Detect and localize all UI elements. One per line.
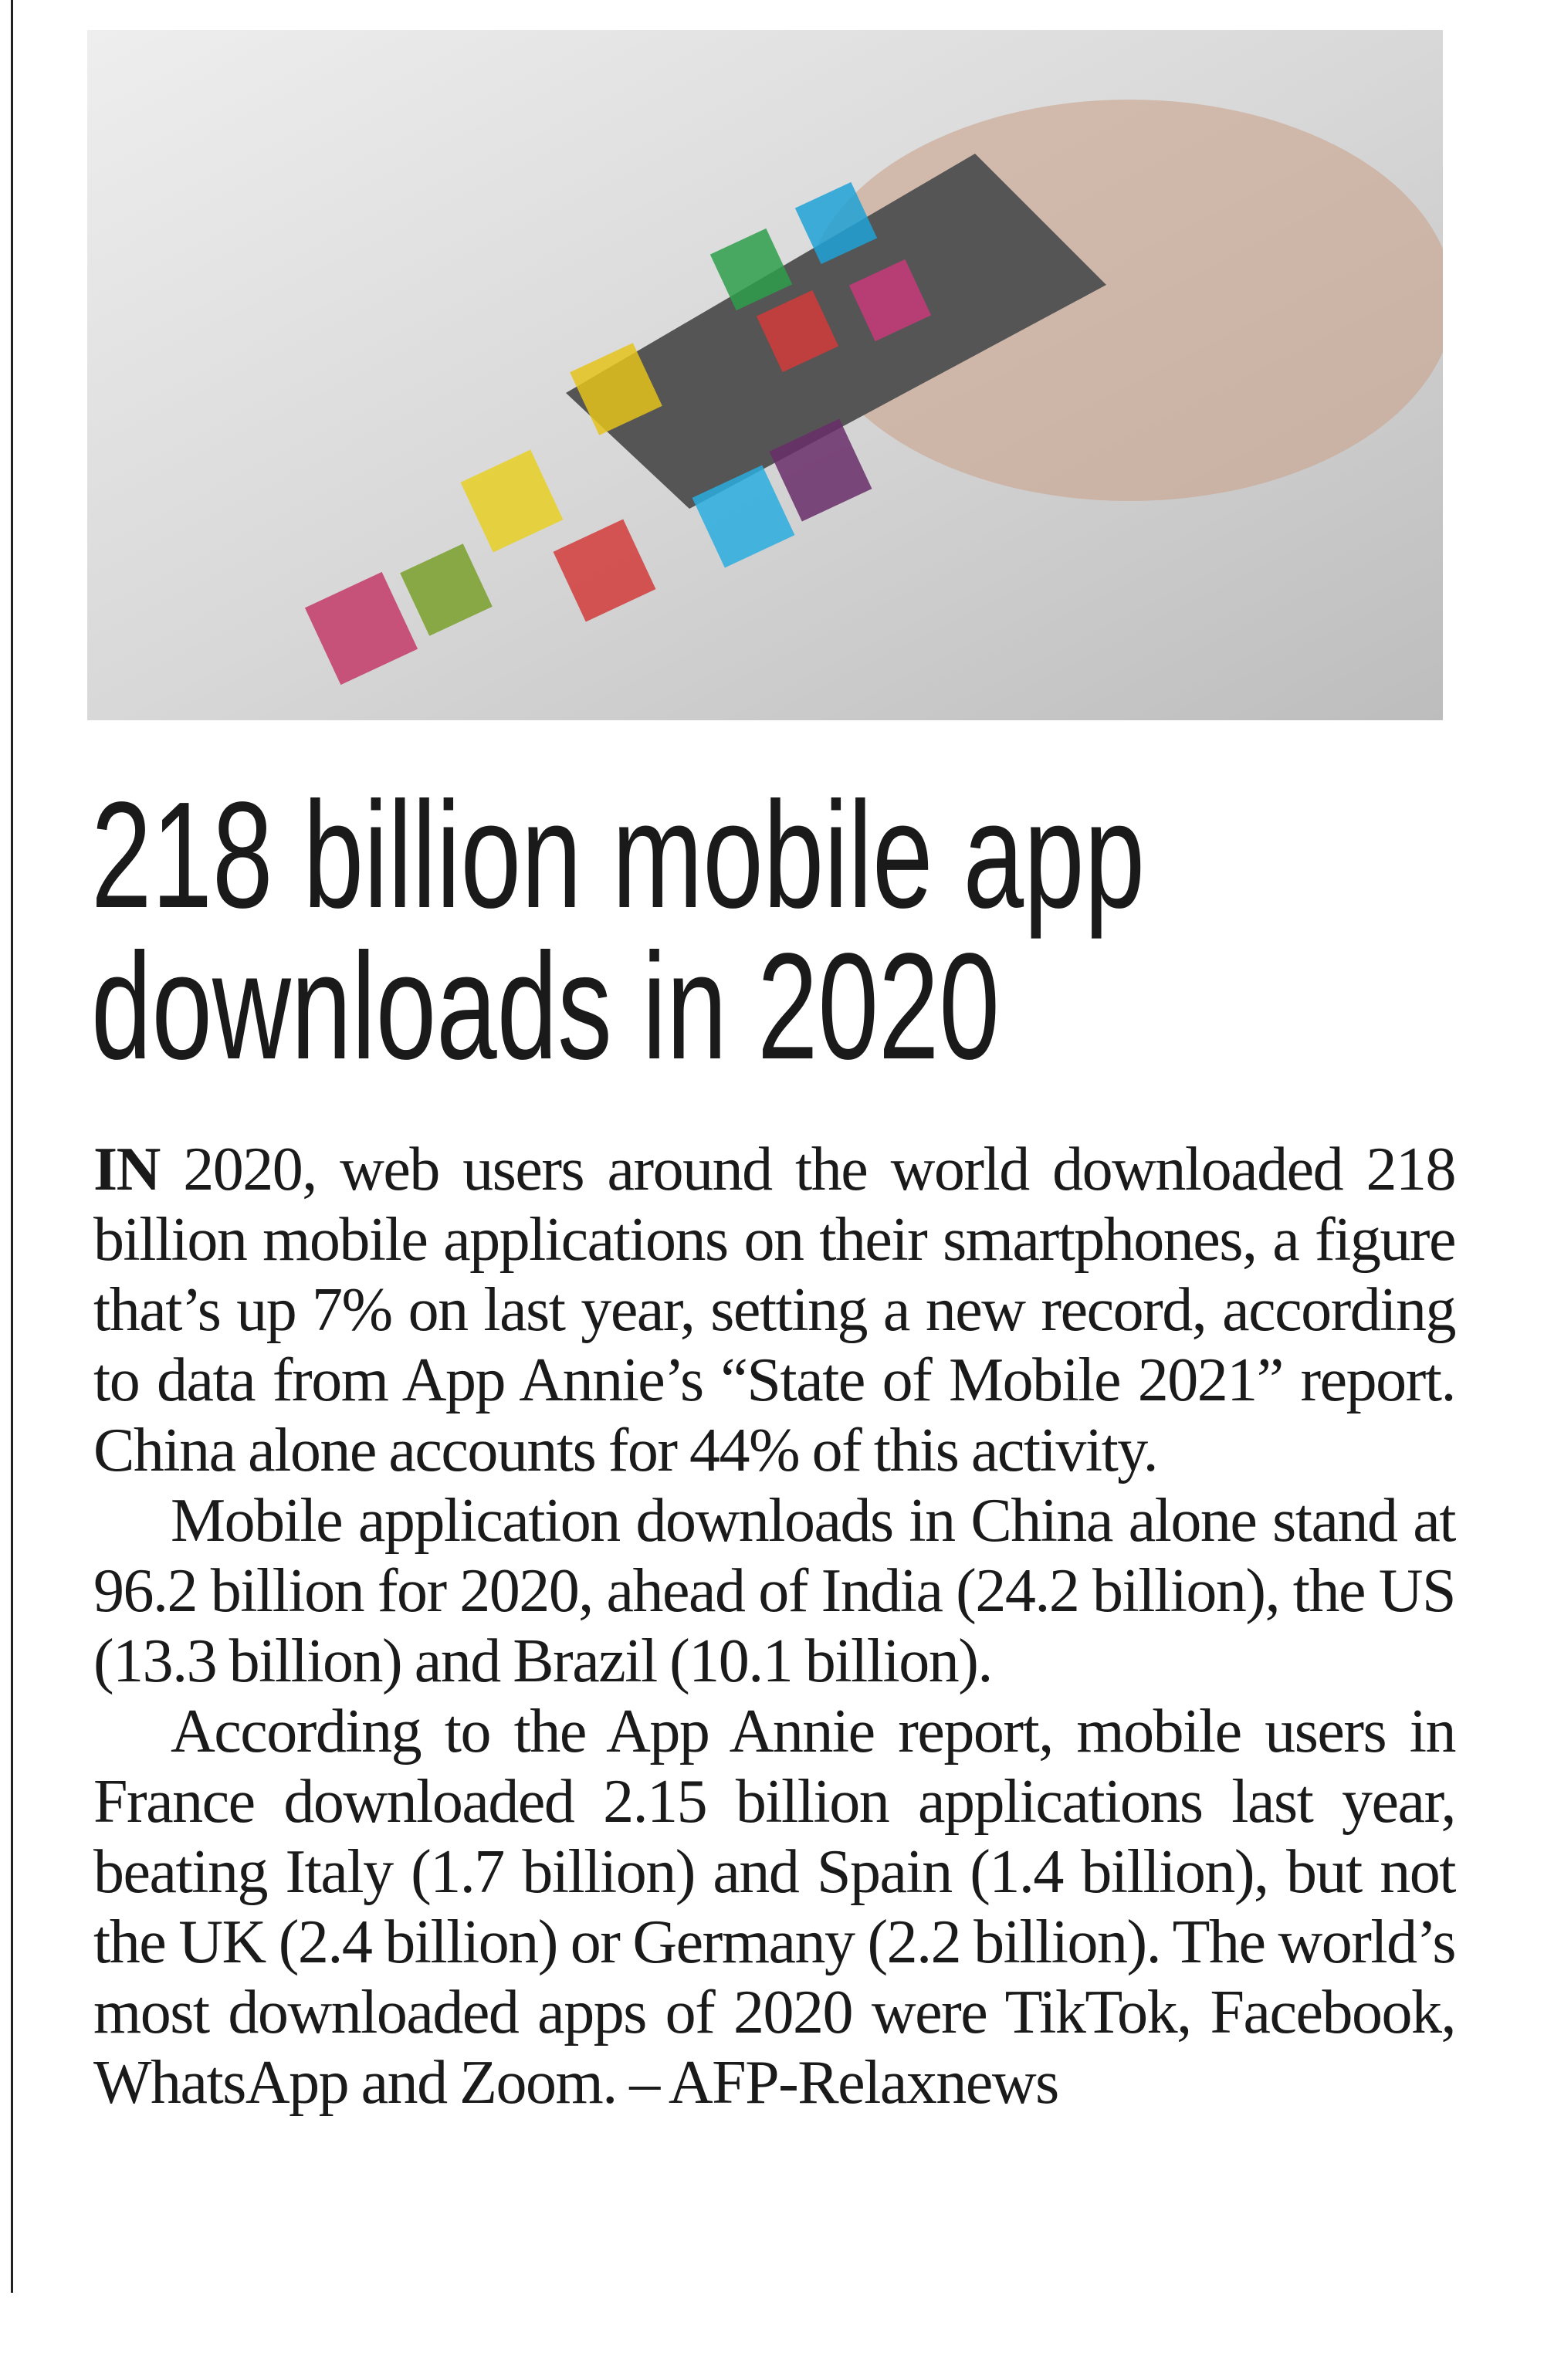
paragraph: Mobile application downloads in China al… (93, 1487, 1457, 1695)
article-body: IN 2020, web users around the world down… (93, 1135, 1457, 2118)
paragraph-text: According to the App Annie report, mobil… (93, 1698, 1457, 2117)
paragraph-text: 2020, web users around the world downloa… (93, 1136, 1457, 1485)
column-rule (11, 0, 13, 2293)
paragraph: According to the App Annie report, mobil… (93, 1697, 1457, 2118)
byline: AFP-Relaxnews (668, 2049, 1059, 2117)
photo (87, 30, 1443, 720)
headline: 218 billion mobile app downloads in 2020 (91, 770, 1146, 1091)
lead-word: IN (93, 1136, 161, 1204)
paragraph: IN 2020, web users around the world down… (93, 1135, 1457, 1486)
